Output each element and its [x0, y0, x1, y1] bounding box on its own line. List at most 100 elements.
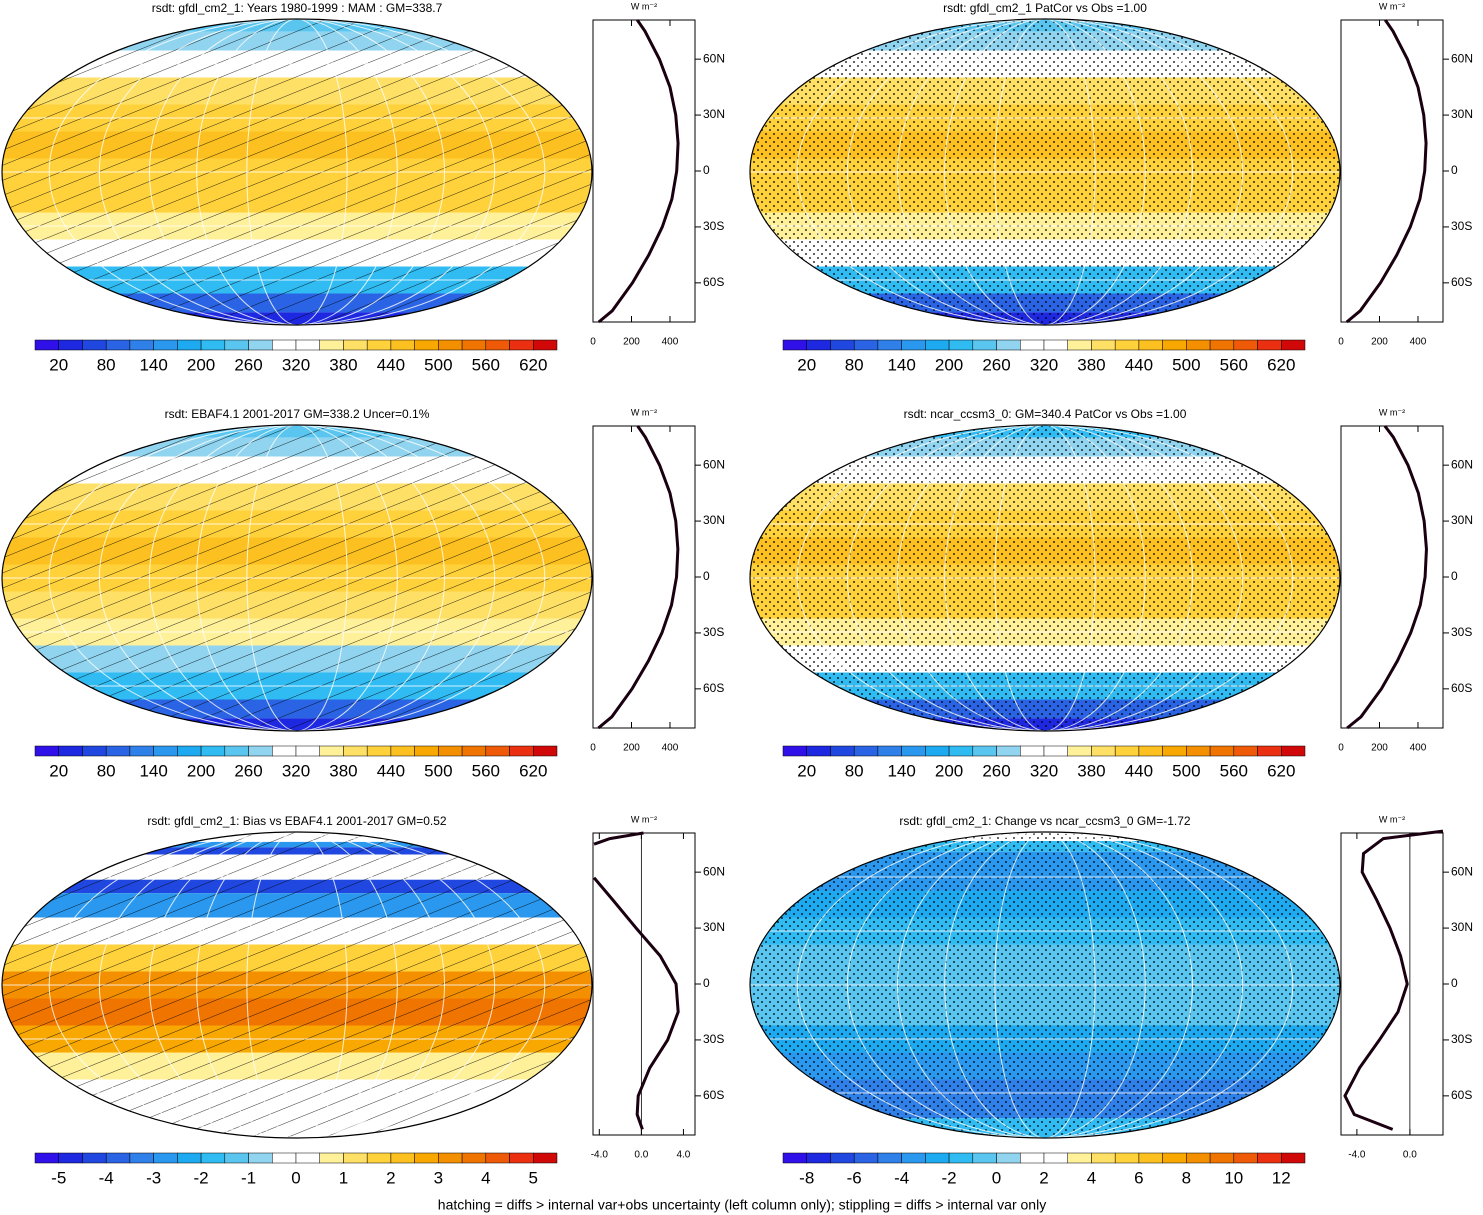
- y-tick-label: 60N: [703, 457, 725, 471]
- colorbar-box: [1186, 339, 1211, 351]
- colorbar-label: 200: [935, 761, 963, 780]
- colorbar-label: 140: [887, 355, 915, 374]
- y-tick-label: 60S: [703, 1088, 724, 1102]
- colorbar-box: [1281, 339, 1306, 351]
- colorbar-box: [438, 1152, 463, 1164]
- graticule: [994, 425, 1096, 731]
- colorbar-label: 2: [386, 1168, 395, 1187]
- colorbar-box: [461, 1152, 487, 1164]
- graticule: [944, 832, 1146, 1138]
- x-tick-label: 0.0: [1403, 1150, 1417, 1161]
- colorbar-label: 2: [1039, 1168, 1048, 1187]
- colorbar-box: [295, 745, 320, 757]
- graticule: [796, 425, 1294, 731]
- colorbar-label: 320: [1030, 761, 1058, 780]
- colorbar-label: 12: [1272, 1168, 1291, 1187]
- colorbar-box: [1138, 339, 1163, 351]
- colorbar-box: [972, 1152, 997, 1164]
- colorbar-label: 380: [1077, 761, 1105, 780]
- colorbar-label: 620: [519, 761, 547, 780]
- colorbar-box: [1162, 1152, 1187, 1164]
- colorbar-label: 80: [845, 761, 864, 780]
- colorbar-box: [461, 745, 487, 757]
- colorbar-label: -1: [241, 1168, 256, 1187]
- graticule: [994, 19, 1096, 325]
- colorbar-box: [996, 745, 1021, 757]
- y-tick-label: 30N: [1451, 107, 1473, 121]
- colorbar-label: 500: [1172, 761, 1200, 780]
- colorbar-box: [319, 339, 344, 351]
- x-tick-label: 400: [1410, 337, 1427, 348]
- profile-frame: [1340, 425, 1444, 729]
- colorbar-label: 1: [339, 1168, 348, 1187]
- colorbar-box: [1043, 1152, 1068, 1164]
- colorbar-box: [1209, 339, 1235, 351]
- colorbar-box: [34, 339, 59, 351]
- colorbar-box: [319, 745, 344, 757]
- colorbar-box: [1162, 745, 1187, 757]
- colorbar-label: 500: [1172, 355, 1200, 374]
- profile-line: [597, 19, 680, 324]
- y-tick-label: 0: [1451, 163, 1458, 177]
- y-tick-label: 30S: [1451, 1032, 1472, 1046]
- colorbar-label: 560: [1220, 761, 1248, 780]
- colorbar-box: [853, 339, 879, 351]
- colorbar-box: [533, 339, 558, 351]
- graticule: [149, 19, 445, 325]
- colorbar-box: [295, 1152, 320, 1164]
- colorbar-box: [1209, 745, 1235, 757]
- colorbar-box: [177, 339, 202, 351]
- colorbar-box: [782, 745, 807, 757]
- map: [750, 19, 1340, 325]
- map-border: [1, 424, 593, 732]
- x-tick-label: 0.0: [634, 1150, 648, 1161]
- x-tick-label: 400: [1410, 743, 1427, 754]
- colorbar-box: [129, 745, 154, 757]
- colorbar-box: [390, 339, 415, 351]
- colorbar-label: 5: [529, 1168, 538, 1187]
- y-tick-label: 30N: [1451, 513, 1473, 527]
- x-tick-label: 4.0: [676, 1150, 690, 1161]
- panel: rsdt: gfdl_cm2_1 PatCor vs Obs =1.00 20 80…: [749, 1, 1473, 374]
- colorbar-box: [901, 339, 926, 351]
- colorbar-label: -8: [799, 1168, 814, 1187]
- y-tick-label: 60S: [1451, 681, 1472, 695]
- colorbar-box: [1043, 339, 1068, 351]
- profile-frame: [592, 832, 696, 1136]
- y-tick-label: 60S: [703, 681, 724, 695]
- colorbar-box: [1233, 745, 1258, 757]
- profile-line: [593, 831, 644, 846]
- colorbar-box: [1281, 1152, 1306, 1164]
- map-border: [1, 831, 593, 1139]
- colorbar-label: -2: [942, 1168, 957, 1187]
- colorbar-box: [438, 745, 463, 757]
- panel: rsdt: gfdl_cm2_1: Bias vs EBAF4.1 2001-2…: [1, 814, 725, 1187]
- y-tick-label: 30S: [703, 219, 724, 233]
- colorbar-label: 380: [329, 761, 357, 780]
- colorbar-box: [438, 339, 463, 351]
- colorbar-label: -3: [146, 1168, 161, 1187]
- graticule: [846, 832, 1244, 1138]
- panel-title: rsdt: EBAF4.1 2001-2017 GM=338.2 Uncer=0…: [165, 407, 430, 421]
- x-tick-label: 0: [590, 743, 596, 754]
- panel: rsdt: ncar_ccsm3_0: GM=340.4 PatCor vs O…: [749, 407, 1473, 780]
- colorbar-box: [224, 745, 249, 757]
- map-border: [749, 18, 1341, 326]
- colorbar-box: [972, 745, 997, 757]
- colorbar-box: [901, 1152, 926, 1164]
- colorbar-label: 0: [992, 1168, 1001, 1187]
- y-tick-label: 0: [1451, 976, 1458, 990]
- colorbar-box: [1186, 1152, 1211, 1164]
- colorbar-label: 320: [282, 355, 310, 374]
- colorbar-box: [414, 1152, 439, 1164]
- colorbar-label: 140: [887, 761, 915, 780]
- colorbar-label: 560: [472, 761, 500, 780]
- colorbar-label: 200: [935, 355, 963, 374]
- colorbar-label: 440: [1125, 761, 1153, 780]
- graticule: [246, 425, 348, 731]
- graticule: [897, 19, 1193, 325]
- y-tick-label: 60N: [703, 51, 725, 65]
- colorbar-box: [485, 339, 510, 351]
- colorbar-box: [248, 1152, 273, 1164]
- colorbar-box: [248, 745, 273, 757]
